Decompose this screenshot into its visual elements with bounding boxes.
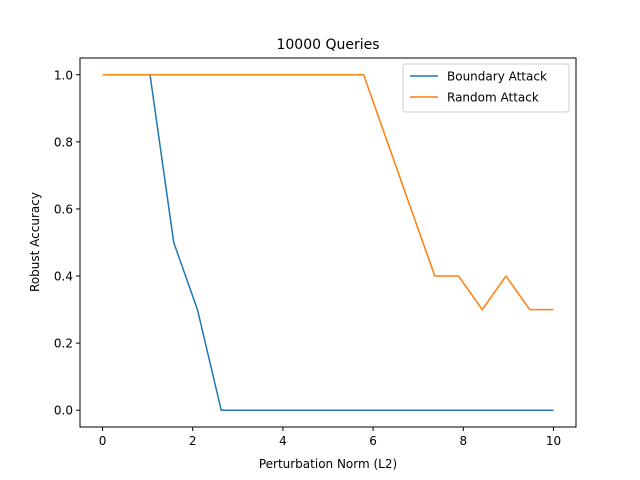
y-tick-label: 1.0 xyxy=(54,68,73,82)
x-axis-label: Perturbation Norm (L2) xyxy=(259,457,397,471)
x-axis: 0 2 4 6 8 10 xyxy=(99,427,561,448)
y-tick-label: 0.8 xyxy=(54,135,73,149)
plot-frame xyxy=(79,57,577,428)
series-line-boundary-attack xyxy=(102,74,554,411)
y-axis: 0.0 0.2 0.4 0.6 0.8 1.0 xyxy=(54,68,80,418)
legend-label-random-attack: Random Attack xyxy=(447,91,539,105)
legend-label-boundary-attack: Boundary Attack xyxy=(447,70,547,84)
x-tick-label: 4 xyxy=(279,434,287,448)
legend: Boundary Attack Random Attack xyxy=(402,63,570,113)
series-line-random-attack xyxy=(102,74,554,311)
x-tick-label: 6 xyxy=(369,434,377,448)
y-tick-label: 0.0 xyxy=(54,404,73,418)
plot-area: 0 2 4 6 8 10 0.0 0.2 0.4 0.6 0.8 1.0 xyxy=(54,57,577,448)
x-tick-label: 0 xyxy=(99,434,107,448)
x-tick-label: 2 xyxy=(189,434,197,448)
y-axis-label: Robust Accuracy xyxy=(28,192,42,292)
series-lines xyxy=(102,74,554,411)
x-tick-label: 8 xyxy=(459,434,467,448)
legend-box xyxy=(402,63,570,113)
y-tick-label: 0.4 xyxy=(54,270,73,284)
y-tick-label: 0.6 xyxy=(54,202,73,216)
chart-title: 10000 Queries xyxy=(276,37,379,53)
y-tick-label: 0.2 xyxy=(54,337,73,351)
x-tick-label: 10 xyxy=(546,434,561,448)
